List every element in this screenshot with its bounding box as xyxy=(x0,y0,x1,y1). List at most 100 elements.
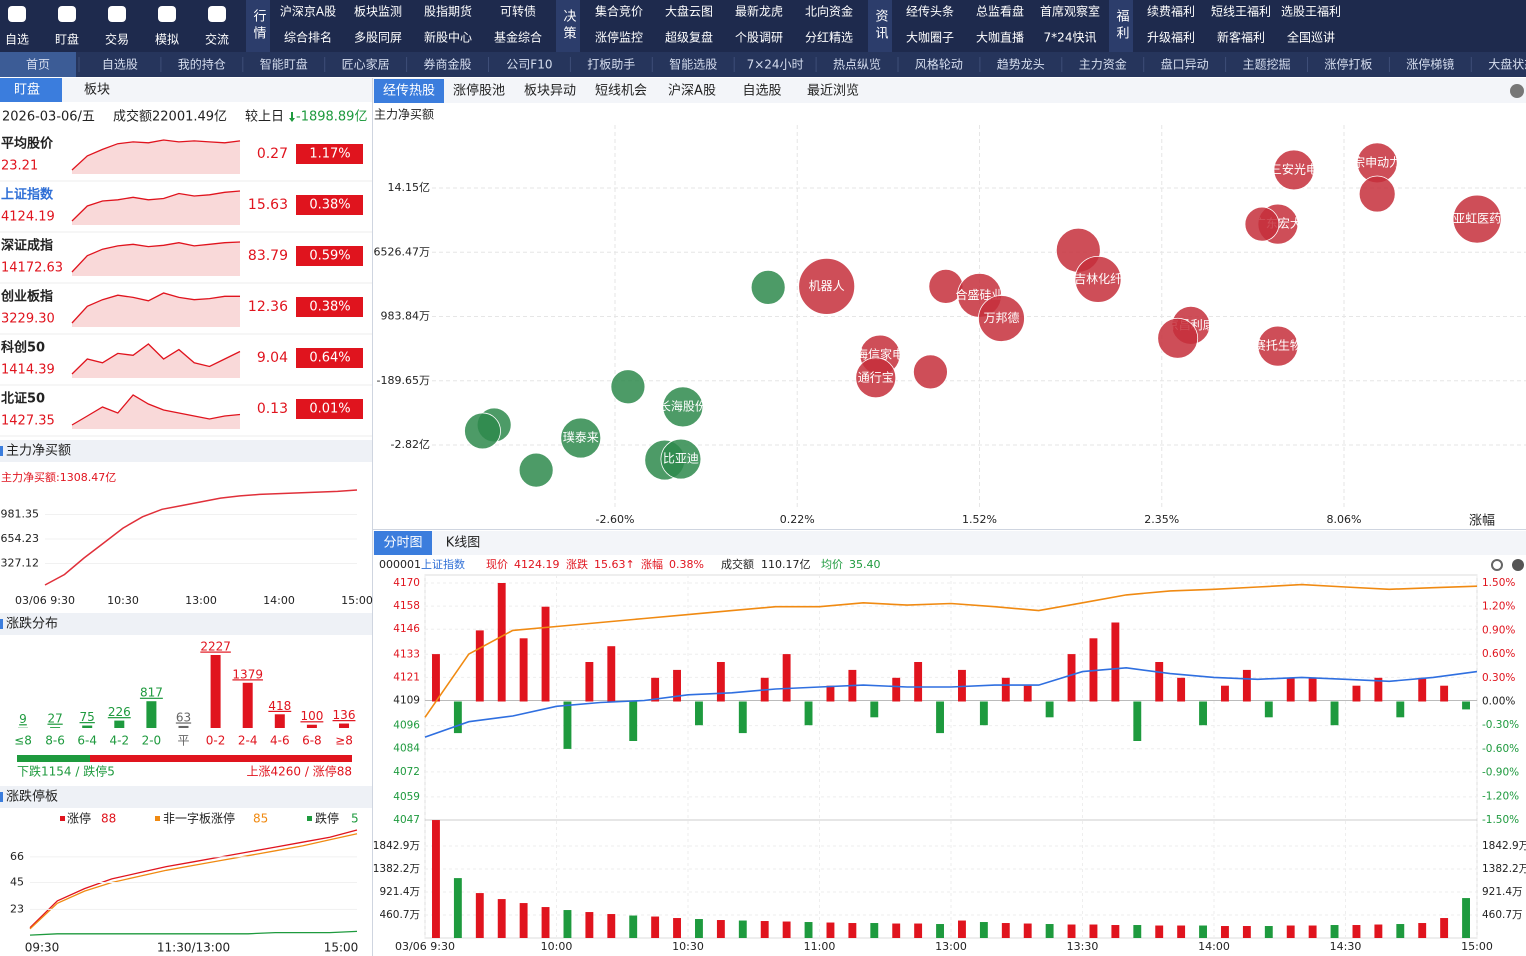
help-icon[interactable] xyxy=(1510,84,1524,98)
tab[interactable]: 经传热股 xyxy=(383,84,435,99)
bubble[interactable] xyxy=(1358,175,1396,213)
nav-button[interactable]: 交易 xyxy=(105,32,129,47)
nav-icon xyxy=(108,6,126,22)
nav-button[interactable]: 盯盘 xyxy=(55,32,79,47)
tab[interactable]: 大盘状态 xyxy=(1488,57,1526,72)
tab[interactable]: 热点纵览 xyxy=(833,57,881,72)
nav-item[interactable]: 个股调研 xyxy=(735,31,783,45)
tab[interactable]: 打板助手 xyxy=(587,58,635,72)
nav-item[interactable]: 北向资金 xyxy=(805,4,853,19)
tab[interactable]: 主题挖掘 xyxy=(1242,57,1290,72)
nav-item[interactable]: 大盘云图 xyxy=(665,4,713,19)
nav-button[interactable]: 模拟 xyxy=(155,33,179,47)
y2-tick-label: 0.00% xyxy=(1482,696,1515,708)
nav-item[interactable]: 选股王福利 xyxy=(1281,4,1341,19)
sparkline xyxy=(71,292,240,324)
nav-item[interactable]: 首席观察室 xyxy=(1040,4,1100,19)
tab[interactable]: 公司F10 xyxy=(506,58,552,72)
volume-bar xyxy=(651,916,660,938)
bubble[interactable] xyxy=(660,438,702,480)
nav-item[interactable]: 板块监测 xyxy=(354,5,402,19)
tab[interactable]: 沪深A股 xyxy=(668,83,716,99)
nav-button[interactable]: 自选 xyxy=(5,33,29,47)
nav-item[interactable]: 大咖直播 xyxy=(976,30,1024,45)
nav-item[interactable]: 升级福利 xyxy=(1147,30,1195,45)
tab[interactable]: 匠心家居 xyxy=(342,57,390,72)
tab[interactable]: 板块异动 xyxy=(524,84,576,99)
tab[interactable]: 主力资金 xyxy=(1079,57,1127,72)
tab-active xyxy=(0,52,76,77)
bubble[interactable] xyxy=(1452,194,1502,244)
bubble[interactable] xyxy=(855,357,897,399)
tab[interactable]: 板块 xyxy=(84,83,110,98)
nav-item[interactable]: 短线王福利 xyxy=(1211,4,1271,19)
tab[interactable]: 券商金股 xyxy=(423,57,471,72)
nav-item[interactable]: 经传头条 xyxy=(906,4,954,19)
bubble[interactable] xyxy=(1157,317,1199,359)
nav-item[interactable]: 沪深京A股 xyxy=(280,5,336,19)
bubble[interactable] xyxy=(750,269,786,305)
tab[interactable]: 盯盘 xyxy=(14,82,40,98)
category-label: 6-8 xyxy=(302,734,322,748)
bubble[interactable] xyxy=(1244,206,1280,242)
y-tick-label: 23 xyxy=(10,902,24,915)
nav-item[interactable]: 7*24快讯 xyxy=(1044,31,1097,45)
tab[interactable]: 我的持仓 xyxy=(178,57,226,72)
bubble[interactable] xyxy=(1074,255,1122,303)
nav-item[interactable]: 可转债 xyxy=(500,4,536,19)
bubble[interactable] xyxy=(1273,149,1315,191)
nav-item[interactable]: 股指期货 xyxy=(424,4,472,19)
nav-item[interactable]: 新股中心 xyxy=(424,30,472,45)
bubble[interactable] xyxy=(610,369,646,405)
bubble[interactable] xyxy=(978,295,1025,342)
nav-item[interactable]: 大咖圈子 xyxy=(906,30,954,45)
nav-item[interactable]: 新客福利 xyxy=(1217,30,1265,45)
bubble[interactable] xyxy=(662,386,704,428)
nav-item[interactable]: 多股同屏 xyxy=(354,31,402,45)
nav-item[interactable]: 分红精选 xyxy=(805,30,853,45)
tab[interactable]: 自选股 xyxy=(742,84,781,99)
tab[interactable]: 盘口异动 xyxy=(1161,57,1209,72)
bubble[interactable] xyxy=(913,354,948,390)
close-icon[interactable] xyxy=(1512,559,1524,571)
tab[interactable]: 涨停打板 xyxy=(1324,57,1372,72)
tab[interactable]: 最近浏览 xyxy=(807,83,859,99)
x-tick-label: 1.52% xyxy=(962,513,997,526)
tab[interactable]: 7×24小时 xyxy=(747,58,804,72)
tab[interactable]: 智能选股 xyxy=(669,57,717,72)
bubble[interactable] xyxy=(518,452,554,488)
tab[interactable]: 自选股 xyxy=(102,58,138,72)
volume-bar xyxy=(541,907,550,938)
tab[interactable]: 分时图 xyxy=(383,536,422,551)
bar xyxy=(82,725,93,728)
tab[interactable]: 风格轮动 xyxy=(915,57,963,72)
tab[interactable]: 首页 xyxy=(26,58,50,72)
bubble[interactable] xyxy=(1257,325,1299,367)
bubble[interactable] xyxy=(798,257,856,315)
x-tick-label: 10:30 xyxy=(672,940,704,953)
bubble[interactable] xyxy=(464,412,501,450)
pct-box xyxy=(296,297,363,317)
bubble[interactable] xyxy=(560,417,602,459)
tab[interactable]: 智能盯盘 xyxy=(260,57,308,72)
nav-item[interactable]: 最新龙虎 xyxy=(735,4,783,19)
tab[interactable]: 涨停股池 xyxy=(453,83,505,99)
tab[interactable]: K线图 xyxy=(446,536,481,551)
x-tick-label: -2.60% xyxy=(596,513,635,526)
momentum-bar xyxy=(695,701,703,726)
tab[interactable]: 涨停梯镜 xyxy=(1406,57,1454,72)
nav-item[interactable]: 全国巡讲 xyxy=(1287,30,1335,45)
nav-item[interactable]: 续费福利 xyxy=(1147,4,1195,19)
nav-button[interactable]: 交流 xyxy=(205,32,229,47)
tab[interactable]: 短线机会 xyxy=(595,84,647,99)
settings-icon[interactable] xyxy=(1491,559,1503,571)
nav-item[interactable]: 涨停监控 xyxy=(595,30,643,45)
nav-item[interactable]: 集合竞价 xyxy=(595,4,643,19)
nav-item[interactable]: 超级复盘 xyxy=(665,30,713,45)
tab[interactable]: 趋势龙头 xyxy=(997,58,1045,72)
bubble-label: 海信家电 xyxy=(856,347,904,362)
nav-item[interactable]: 基金综合 xyxy=(494,30,542,45)
nav-item[interactable]: 总监看盘 xyxy=(976,4,1024,19)
info-label: 现价 xyxy=(486,558,508,571)
nav-item[interactable]: 综合排名 xyxy=(284,30,332,45)
